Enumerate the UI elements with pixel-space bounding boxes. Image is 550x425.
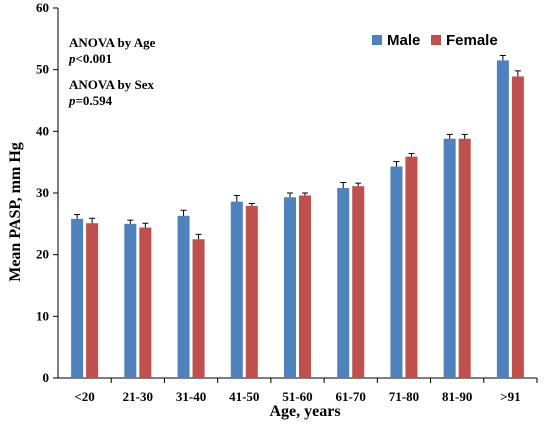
legend-swatch-female xyxy=(431,35,441,45)
bar-female xyxy=(192,239,205,378)
legend: Male Female xyxy=(372,32,498,49)
bar-male xyxy=(337,188,350,378)
legend-swatch-male xyxy=(372,35,382,45)
y-tick-label: 30 xyxy=(36,185,49,200)
y-tick-label: 10 xyxy=(36,308,49,323)
anova-age-p: p<0.001 xyxy=(68,51,112,66)
x-tick-label: >91 xyxy=(500,389,520,404)
y-tick-label: 50 xyxy=(36,62,49,77)
bar-male xyxy=(443,138,456,378)
bar-male xyxy=(230,201,243,378)
bar-female xyxy=(299,195,311,378)
y-axis-title: Mean PASP, mm Hg xyxy=(7,142,24,282)
legend-label-female: Female xyxy=(446,32,498,49)
x-tick-label: 51-60 xyxy=(282,389,312,404)
bar-male xyxy=(390,166,403,378)
anova-sex-label: ANOVA by Sex xyxy=(69,77,155,92)
bar-female xyxy=(458,138,471,378)
x-tick-label: 41-50 xyxy=(229,389,259,404)
x-tick-label: 81-90 xyxy=(442,389,472,404)
x-tick-label: 31-40 xyxy=(176,389,206,404)
bar-male xyxy=(124,223,137,378)
x-tick-label: 71-80 xyxy=(389,389,419,404)
y-tick-label: 20 xyxy=(36,247,49,262)
bar-male xyxy=(496,60,509,379)
x-tick-label: 21-30 xyxy=(123,389,153,404)
anova-sex-p: p=0.594 xyxy=(68,93,113,108)
bar-female xyxy=(139,227,152,378)
bar-female xyxy=(511,76,524,378)
bar-female xyxy=(86,223,99,378)
bar-female xyxy=(352,186,365,378)
y-tick-label: 40 xyxy=(36,123,49,138)
bar-female xyxy=(405,156,418,378)
bar-male xyxy=(71,218,84,378)
x-tick-label: <20 xyxy=(74,389,94,404)
y-tick-label: 60 xyxy=(36,0,49,15)
bar-male xyxy=(177,215,190,378)
bar-male xyxy=(284,197,296,378)
plot-area: 0 10 20 30 40 50 60 <20 21-30 31-40 41-50 51-60 61-7… xyxy=(36,0,538,404)
legend-label-male: Male xyxy=(387,32,420,49)
x-axis-title: Age, years xyxy=(269,403,340,420)
x-tick-label: 61-70 xyxy=(336,389,366,404)
bar-female xyxy=(245,205,258,378)
anova-age-label: ANOVA by Age xyxy=(69,35,156,50)
y-tick-label: 0 xyxy=(43,370,50,385)
